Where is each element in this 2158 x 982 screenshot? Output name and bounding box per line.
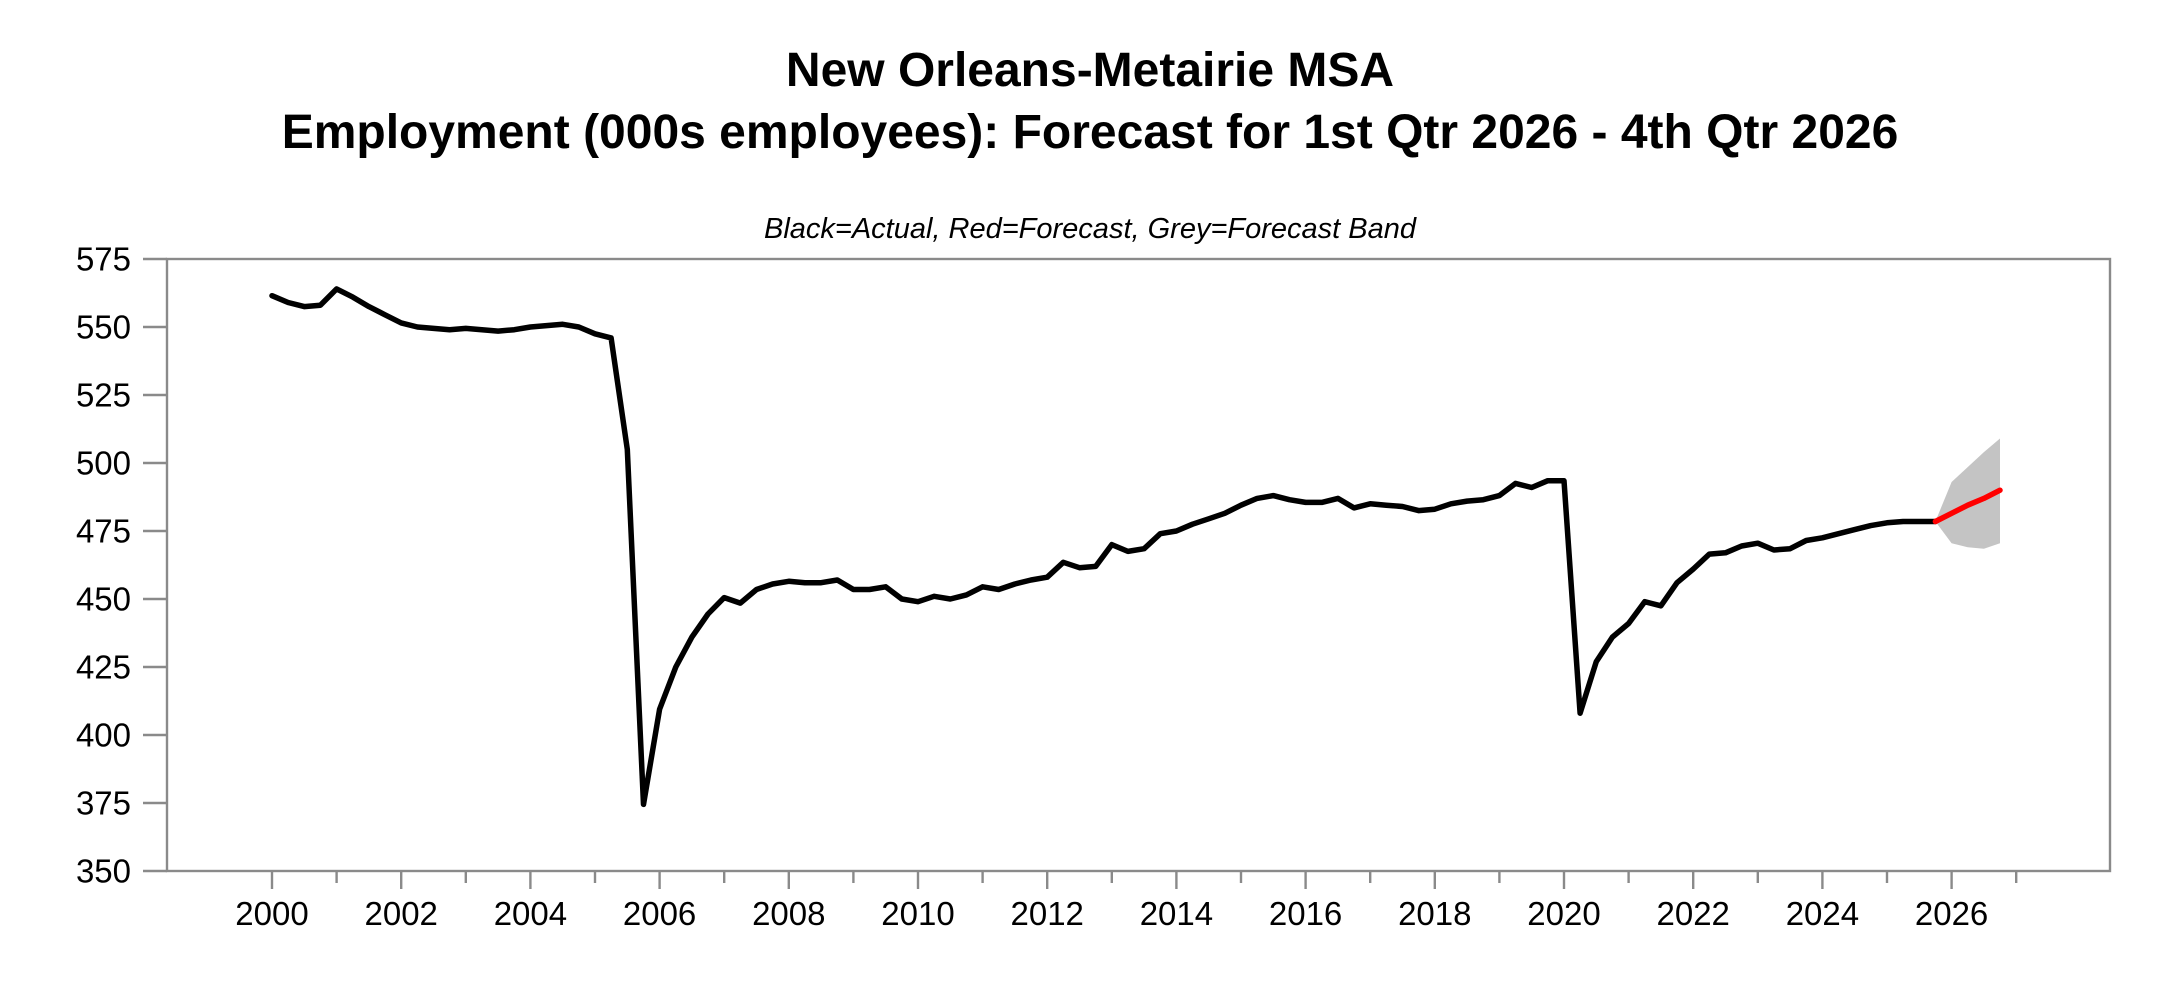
x-tick-label: 2010 xyxy=(881,895,954,932)
y-tick-label: 575 xyxy=(76,241,131,278)
forecast-line xyxy=(1932,487,2003,525)
y-tick-label: 475 xyxy=(76,513,131,550)
actual-series-line xyxy=(269,286,1939,808)
y-tick-label: 450 xyxy=(76,581,131,618)
y-tick-label: 525 xyxy=(76,377,131,414)
x-tick-label: 2000 xyxy=(235,895,308,932)
y-axis: 350 375 400 425 450 475 500 525 550 575 xyxy=(76,241,167,890)
chart-title-line2: Employment (000s employees): Forecast fo… xyxy=(282,106,1899,159)
plot-frame xyxy=(165,257,2112,873)
x-tick-label: 2018 xyxy=(1398,895,1471,932)
y-tick-label: 425 xyxy=(76,649,131,686)
forecast-band-area xyxy=(1935,438,2000,549)
x-tick-label: 2022 xyxy=(1656,895,1729,932)
y-tick-label: 350 xyxy=(76,853,131,890)
chart-title-line1: New Orleans-Metairie MSA xyxy=(786,44,1394,97)
forecast-band-polygon xyxy=(1935,438,2000,549)
x-tick-label: 2026 xyxy=(1915,895,1988,932)
plot-frame-rect xyxy=(165,257,2112,873)
x-axis: 2000 2002 2004 2006 2008 2010 2012 2014 2016 2018… xyxy=(235,871,2018,932)
x-tick-label: 2012 xyxy=(1010,895,1083,932)
x-tick-label: 2014 xyxy=(1140,895,1213,932)
chart-legend-subtitle: Black=Actual, Red=Forecast, Grey=Forecas… xyxy=(764,213,1417,245)
x-tick-label: 2008 xyxy=(752,895,825,932)
x-tick-label: 2006 xyxy=(623,895,696,932)
y-tick-label: 375 xyxy=(76,785,131,822)
y-tick-label: 550 xyxy=(76,309,131,346)
forecast-series-line xyxy=(1932,487,2003,525)
x-tick-label: 2002 xyxy=(364,895,437,932)
y-tick-label: 500 xyxy=(76,445,131,482)
y-tick-label: 400 xyxy=(76,717,131,754)
x-tick-label: 2024 xyxy=(1786,895,1859,932)
x-tick-label: 2020 xyxy=(1527,895,1600,932)
x-tick-label: 2016 xyxy=(1269,895,1342,932)
x-tick-label: 2004 xyxy=(494,895,567,932)
actual-line xyxy=(269,286,1939,808)
